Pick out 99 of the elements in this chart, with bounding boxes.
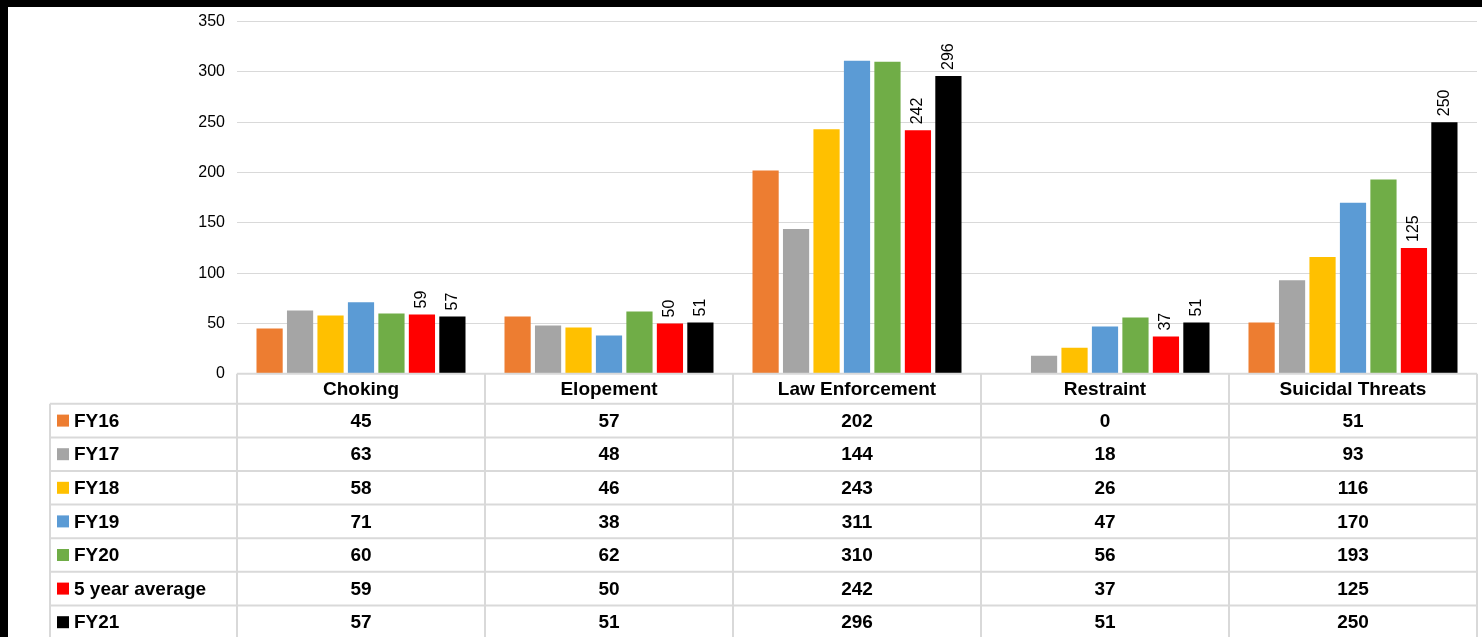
bar <box>656 323 684 374</box>
legend-label: FY16 <box>74 409 120 431</box>
data-label: 45 <box>350 409 372 431</box>
data-label: 37 <box>1094 577 1116 599</box>
x-tick-label: Suicidal Threats <box>1279 378 1427 400</box>
bar <box>782 228 810 374</box>
legend-label: FY18 <box>74 477 120 499</box>
data-label: 46 <box>598 477 620 499</box>
data-label: 47 <box>1094 510 1116 532</box>
bar <box>1030 355 1058 374</box>
bar <box>813 129 840 374</box>
data-label: 18 <box>1094 443 1116 465</box>
data-label: 56 <box>1094 544 1116 566</box>
bar <box>1370 179 1397 374</box>
data-label: 50 <box>598 577 620 599</box>
data-label: 71 <box>350 510 372 532</box>
x-tick-label: Elopement <box>560 378 659 400</box>
bar <box>1400 248 1428 374</box>
legend-label: FY19 <box>74 510 120 532</box>
bar <box>1091 326 1119 374</box>
bar <box>439 316 466 374</box>
bar <box>904 130 932 374</box>
text: 250 <box>1434 89 1452 117</box>
data-label: 62 <box>598 544 620 566</box>
text: 242 <box>908 97 926 125</box>
bar <box>687 322 714 374</box>
text: 51 <box>690 298 708 317</box>
bar <box>874 61 901 374</box>
bar <box>1339 202 1367 374</box>
y-tick-label: 300 <box>198 62 226 80</box>
y-tick-label: 100 <box>198 263 226 281</box>
data-label: 193 <box>1337 544 1369 566</box>
data-label: 311 <box>841 510 873 532</box>
data-label: 51 <box>598 611 620 633</box>
x-tick-label: Choking <box>323 378 399 400</box>
bar <box>256 328 283 374</box>
x-tick-label: Restraint <box>1063 378 1147 400</box>
y-tick-label: 50 <box>207 313 226 331</box>
legend-label: FY17 <box>74 443 120 465</box>
text: 50 <box>660 299 678 318</box>
data-label: 250 <box>1337 611 1369 633</box>
data-label: 59 <box>350 577 372 599</box>
bar <box>286 310 314 374</box>
data-label: 51 <box>1094 611 1116 633</box>
bar <box>935 75 962 374</box>
bar <box>1309 257 1336 374</box>
bar <box>752 170 779 374</box>
bar <box>317 315 344 374</box>
data-label: 170 <box>1337 510 1369 532</box>
bar <box>1431 122 1458 374</box>
data-label: 58 <box>350 477 372 499</box>
data-label: 60 <box>350 544 372 566</box>
text: 57 <box>442 292 460 311</box>
bar <box>504 316 531 374</box>
bar <box>1278 280 1306 374</box>
data-label: 243 <box>841 477 873 499</box>
text: 125 <box>1404 215 1422 243</box>
bar <box>626 311 653 374</box>
bar <box>534 325 562 374</box>
text: 51 <box>1186 298 1204 317</box>
legend-label: FY20 <box>74 544 120 566</box>
data-label: 26 <box>1094 477 1116 499</box>
text: 296 <box>938 43 956 70</box>
bar <box>565 327 592 374</box>
bar <box>408 314 436 374</box>
data-label: 63 <box>350 443 372 465</box>
bar <box>843 60 871 374</box>
bar <box>1183 322 1210 374</box>
data-label: 296 <box>841 611 873 633</box>
text: 59 <box>412 290 430 309</box>
data-label: 242 <box>841 577 873 599</box>
bar <box>595 335 623 374</box>
y-tick-label: 350 <box>198 12 226 30</box>
bar <box>378 313 405 374</box>
legend-label: FY21 <box>74 611 120 633</box>
data-label: 116 <box>1337 477 1369 499</box>
bar <box>1122 317 1149 374</box>
bar <box>1061 347 1088 374</box>
data-label: 48 <box>598 443 620 465</box>
text: 37 <box>1156 312 1174 331</box>
data-label: 51 <box>1342 409 1364 431</box>
data-label: 57 <box>350 611 372 633</box>
bar <box>1152 336 1180 374</box>
y-tick-label: 250 <box>198 112 226 130</box>
data-label: 125 <box>1337 577 1370 599</box>
y-tick-label: 0 <box>216 364 226 382</box>
data-label: 57 <box>598 409 620 431</box>
data-label: 38 <box>598 510 620 532</box>
bar <box>1248 322 1275 374</box>
y-tick-label: 150 <box>198 213 226 231</box>
bar <box>347 302 375 374</box>
data-label: 202 <box>841 409 873 431</box>
data-label: 93 <box>1342 443 1364 465</box>
x-tick-label: Law Enforcement <box>777 378 937 400</box>
legend-label: 5 year average <box>74 577 207 599</box>
y-tick-label: 200 <box>198 162 226 180</box>
data-label: 0 <box>1099 409 1111 431</box>
data-label: 144 <box>841 443 874 465</box>
data-label: 310 <box>841 544 873 566</box>
